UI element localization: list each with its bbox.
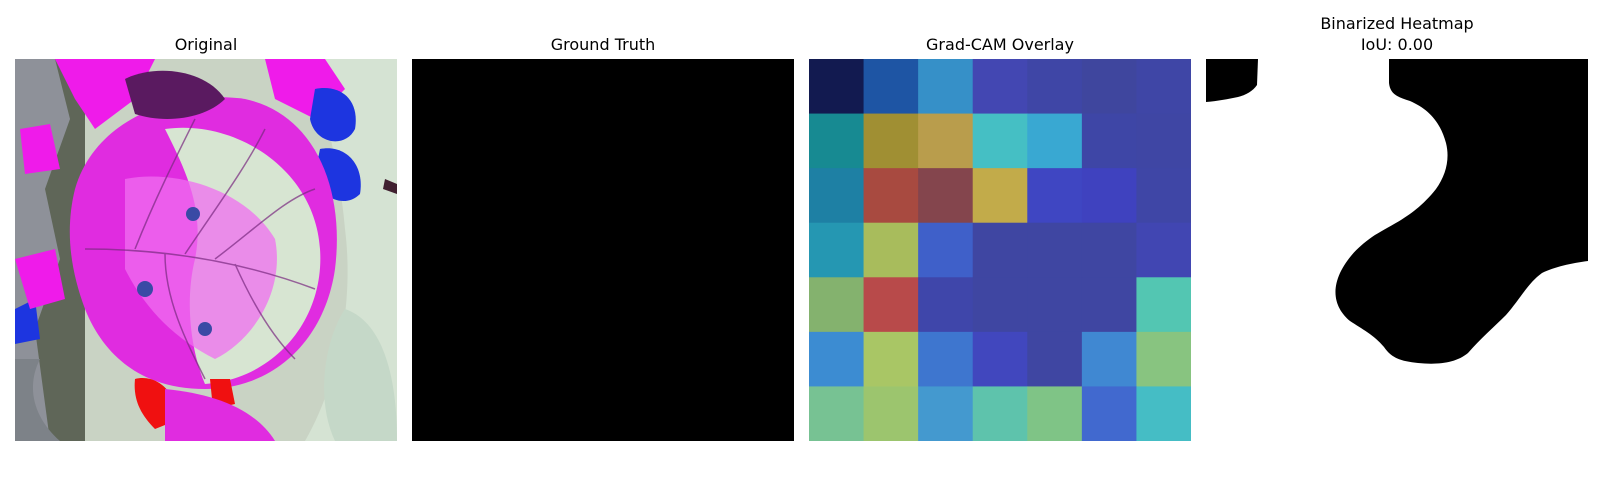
gradcam-cell [1081,331,1138,388]
gradcam-cell [918,222,974,278]
gradcam-cell [972,386,1028,441]
gradcam-cell [972,168,1028,224]
original-image-canvas [15,59,397,441]
gradcam-cell [809,331,865,388]
gradcam-cell [972,59,1028,115]
gradcam-cell [1136,59,1191,115]
gradcam-cell [809,386,865,441]
gradcam-cell [1081,277,1138,333]
gradcam-cell [1027,277,1083,333]
original-title-text: Original [174,35,238,54]
gradcam-cell [1136,113,1191,169]
gradcam-cell [809,113,865,169]
gradcam-cell [918,277,974,333]
gradcam-cell [918,386,974,441]
gradcam-cell [1081,386,1138,441]
gradcam-cell [972,222,1028,278]
gradcam-cell [863,113,919,169]
panel-title-ground-truth: Ground Truth [412,34,794,55]
gradcam-cell [918,168,974,224]
gradcam-cell [1027,386,1083,441]
ground-truth-mask [412,59,794,441]
panel-title-original: Original [15,34,397,55]
gradcam-cell [1136,277,1191,333]
binarized-heatmap [1206,59,1588,441]
binarized-title-text: Binarized Heatmap [1320,14,1474,33]
gradcam-cell [809,277,865,333]
gradcam-cell [918,59,974,115]
gradcam-grid [809,59,1191,441]
gradcam-cell [1136,168,1191,224]
gradcam-cell [1081,168,1138,224]
gradcam-cell [1027,168,1083,224]
gradcam-cell [1027,331,1083,388]
gradcam-cell [863,168,919,224]
gradcam-cell [1081,222,1138,278]
gradcam-cell [863,386,919,441]
gradcam-cell [863,277,919,333]
gradcam-cell [1136,386,1191,441]
panel-title-gradcam: Grad-CAM Overlay [809,34,1191,55]
gradcam-cell [1081,59,1138,115]
gradcam-cell [809,59,865,115]
gradcam-cell [1136,331,1191,388]
ground-truth-title-text: Ground Truth [550,35,656,54]
gradcam-cell [972,331,1028,388]
gradcam-cell [1136,222,1191,278]
binarized-heatmap-canvas [1206,59,1588,441]
panel-title-binarized: Binarized Heatmap IoU: 0.00 [1206,13,1588,55]
gradcam-cell [863,331,919,388]
gradcam-title-text: Grad-CAM Overlay [926,35,1074,54]
gradcam-cell [1027,59,1083,115]
iou-score-text: IoU: 0.00 [1360,35,1434,54]
gradcam-overlay [809,59,1191,441]
original-image [15,59,397,441]
gradcam-cell [863,59,919,115]
gradcam-cell [809,168,865,224]
gradcam-cell [972,113,1028,169]
gradcam-cell [918,113,974,169]
gradcam-cell [863,222,919,278]
gradcam-cell [972,277,1028,333]
gradcam-cell [1027,113,1083,169]
gradcam-cell [809,222,865,278]
gradcam-cell [1027,222,1083,278]
gradcam-cell [1081,113,1138,169]
gradcam-cell [918,331,974,388]
